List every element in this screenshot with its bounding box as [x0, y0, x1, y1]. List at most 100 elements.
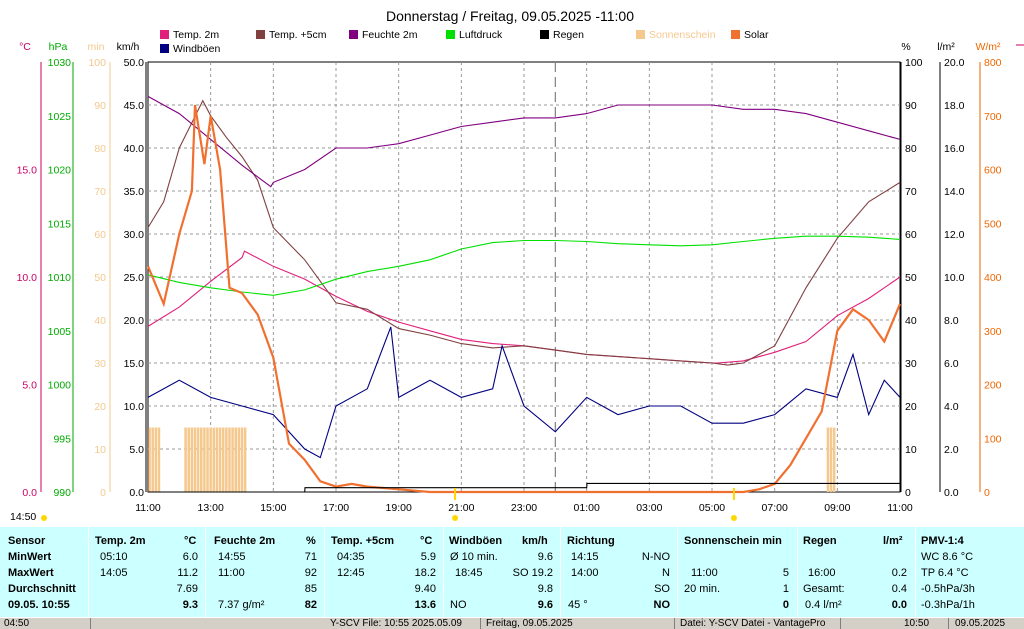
legend-label: Feuchte 2m	[362, 29, 418, 41]
sunshine-bars	[148, 427, 836, 492]
axis-tick-wind: 50.0	[124, 57, 145, 69]
axis-tick-sunshine: 60	[94, 229, 106, 241]
axis-tick-solar: 800	[984, 57, 1002, 69]
richtung-min-time: 14:15	[571, 551, 599, 563]
status-divider	[90, 618, 91, 629]
axis-tick-rain: 2.0	[944, 444, 959, 456]
axis-tick-wind: 30.0	[124, 229, 145, 241]
legend-swatch	[540, 30, 549, 39]
stats-header-feuchte: Feuchte 2m	[214, 535, 276, 547]
stats-header-temp5cm-unit: °C	[420, 535, 433, 547]
axis-tick-wind: 5.0	[129, 444, 144, 456]
wind-avg-label: Ø 10 min.	[450, 551, 498, 563]
axis-tick-pressure: 1015	[48, 218, 72, 230]
stats-header-temp2m: Temp. 2m	[95, 535, 146, 547]
sonne-label: 20 min.	[684, 583, 721, 595]
chart-title: Donnerstag / Freitag, 09.05.2025 -11:00	[386, 8, 634, 24]
temp2m-max-time: 14:05	[100, 567, 128, 579]
axis-tick-sunshine: 20	[94, 401, 106, 413]
feuchte-min-value: 71	[304, 551, 317, 563]
temp5cm-min-time: 04:35	[337, 551, 365, 563]
legend-swatch	[446, 30, 455, 39]
pmv-trend-3h: -0.5hPa/3h	[921, 583, 975, 595]
legend-label: Regen	[553, 29, 584, 41]
axis-tick-solar: 400	[984, 272, 1002, 284]
axis-tick-solar: 0	[984, 487, 990, 499]
axis-tick-rain: 10.0	[944, 272, 965, 284]
axis-tick-pressure: 1000	[48, 380, 72, 392]
axis-tick-rain: 0.0	[944, 487, 959, 499]
axis-tick-sunshine: 70	[94, 186, 106, 198]
axis-tick-rain: 20.0	[944, 57, 965, 69]
stats-header-wind: Windböen	[449, 535, 503, 547]
axis-tick-sunshine: 90	[94, 100, 106, 112]
axis-tick-humidity: 70	[905, 186, 917, 198]
legend-swatch	[636, 30, 645, 39]
axis-tick-humidity: 60	[905, 229, 917, 241]
x-tick-label: 13:00	[198, 502, 224, 514]
sonne-value-2: 1	[782, 583, 789, 595]
stats-header-sonne: Sonnenschein min	[684, 535, 782, 547]
status-data-file: Datei: Y-SCV Datei - VantagePro	[680, 618, 826, 629]
wind-max-time: 18:45	[455, 567, 483, 579]
status-divider	[674, 618, 675, 629]
axis-tick-rain: 4.0	[944, 401, 959, 413]
stats-divider	[797, 527, 798, 617]
pmv-trend-1h: -0.3hPa/1h	[921, 599, 975, 611]
series-luftdruck	[147, 235, 901, 296]
axis-tick-rain: 14.0	[944, 186, 965, 198]
axis-tick-pressure: 1020	[48, 165, 72, 177]
axis-tick-solar: 100	[984, 433, 1002, 445]
status-time: 10:50	[904, 618, 930, 629]
richtung-value-1: N-NO	[641, 551, 670, 563]
axis-unit-labels: °C hPa min km/h% l/m² W/m²	[19, 41, 1001, 53]
richtung-value-3: SO	[654, 583, 670, 595]
axis-tick-humidity: 30	[905, 358, 917, 370]
legend-swatch	[160, 30, 169, 39]
status-date2: 09.05.2025	[955, 618, 1006, 629]
stats-panel: Sensor Temp. 2m °C Feuchte 2m % Temp. +5…	[0, 527, 1024, 617]
temp2m-min-value: 6.0	[182, 551, 198, 563]
status-left-time: 04:50	[4, 618, 30, 629]
axis-tick-sunshine: 100	[88, 57, 106, 69]
richtung-max-time: 14:00	[571, 567, 599, 579]
temp2m-current-value: 9.3	[182, 599, 198, 611]
x-tick-label: 05:00	[699, 502, 725, 514]
temp2m-max-value: 11.2	[177, 567, 198, 579]
axis-tick-rain: 18.0	[944, 100, 965, 112]
chart-markers	[41, 488, 737, 521]
axis-tick-pressure: 995	[53, 433, 71, 445]
sonne-value-1: 5	[782, 567, 789, 579]
feuchte-max-time: 11:00	[218, 567, 245, 579]
axis-tick-pressure: 990	[53, 487, 71, 499]
stats-divider	[915, 527, 916, 617]
axis-tick-wind: 10.0	[124, 401, 145, 413]
axis-tick-temp: 10.0	[17, 272, 38, 284]
stats-header-richtung: Richtung	[567, 535, 615, 547]
stats-divider	[205, 527, 206, 617]
axis-unit-temp: °C	[19, 41, 31, 53]
feuchte-abs-humidity: 7.37 g/m²	[218, 599, 265, 611]
axis-tick-sunshine: 10	[94, 444, 106, 456]
axis-tick-sunshine: 40	[94, 315, 106, 327]
legend-label: Temp. +5cm	[269, 29, 327, 41]
axis-tick-pressure: 1010	[48, 272, 72, 284]
legend-swatch	[349, 30, 358, 39]
x-tick-label: 07:00	[762, 502, 788, 514]
axis-unit-wind: km/h	[117, 41, 140, 53]
series-temp-5cm	[147, 99, 901, 366]
axis-unit-sunshine: min	[88, 41, 105, 53]
temp5cm-max-value: 18.2	[414, 567, 436, 579]
regen-total-amount: 0.4 l/m²	[805, 599, 842, 611]
stats-header-regen: Regen	[803, 535, 837, 547]
stats-header-temp2m-unit: °C	[184, 535, 197, 547]
axis-tick-wind: 25.0	[124, 272, 145, 284]
axis-tick-wind: 45.0	[124, 100, 145, 112]
axis-tick-temp: 5.0	[22, 380, 37, 392]
pmv-wc: WC 8.6 °C	[921, 551, 974, 563]
axis-tick-solar: 500	[984, 218, 1002, 230]
legend-label: Solar	[744, 29, 769, 41]
status-divider	[480, 618, 481, 629]
temp5cm-max-time: 12:45	[337, 567, 365, 579]
regen-total-label: Gesamt:	[803, 583, 845, 595]
